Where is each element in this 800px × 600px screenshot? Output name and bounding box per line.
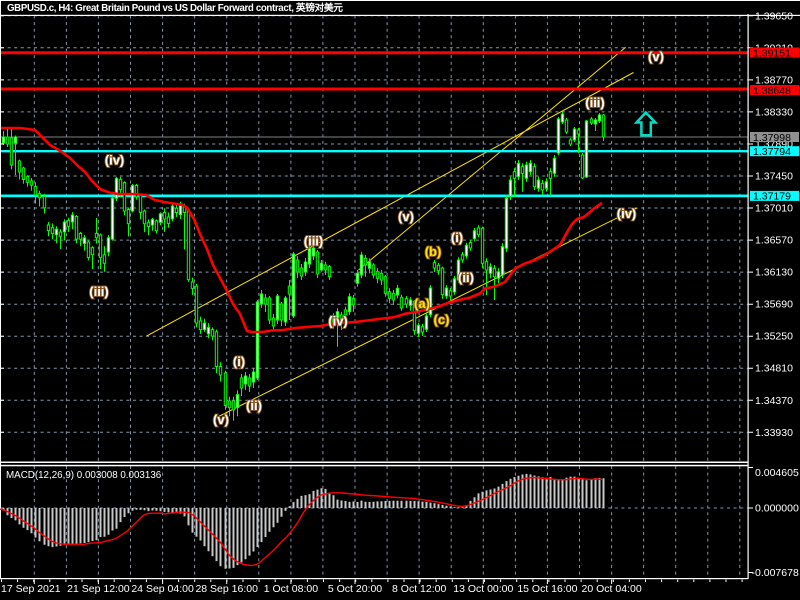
svg-text:1.35690: 1.35690 xyxy=(755,299,793,311)
svg-text:(iii): (iii) xyxy=(585,95,605,110)
svg-text:1.34810: 1.34810 xyxy=(755,363,793,375)
svg-text:1.37794: 1.37794 xyxy=(753,146,791,158)
svg-text:1.37179: 1.37179 xyxy=(753,191,791,203)
svg-text:1.38648: 1.38648 xyxy=(753,85,791,97)
svg-text:1.39650: 1.39650 xyxy=(755,10,793,22)
svg-text:1.38770: 1.38770 xyxy=(755,74,793,86)
svg-text:-0.007678: -0.007678 xyxy=(752,567,799,579)
svg-text:1.38330: 1.38330 xyxy=(755,106,793,118)
svg-text:(i): (i) xyxy=(233,354,245,369)
svg-text:24 Sep 04:00: 24 Sep 04:00 xyxy=(131,583,194,595)
svg-text:28 Sep 16:00: 28 Sep 16:00 xyxy=(195,583,258,595)
svg-text:5 Oct 20:00: 5 Oct 20:00 xyxy=(328,583,382,595)
svg-text:1.39151: 1.39151 xyxy=(753,47,791,59)
svg-text:1 Oct 08:00: 1 Oct 08:00 xyxy=(264,583,318,595)
svg-text:(i): (i) xyxy=(451,230,463,245)
svg-text:1.36570: 1.36570 xyxy=(755,235,793,247)
svg-text:0.000000: 0.000000 xyxy=(755,503,799,515)
svg-text:(v): (v) xyxy=(398,209,414,224)
svg-text:(iii): (iii) xyxy=(89,284,109,299)
svg-text:0.004605: 0.004605 xyxy=(755,467,799,479)
svg-text:(ii): (ii) xyxy=(458,270,474,285)
svg-text:1.35250: 1.35250 xyxy=(755,331,793,343)
svg-text:MACD(12,26,9) 0.003008 0.00313: MACD(12,26,9) 0.003008 0.003136 xyxy=(6,470,162,481)
svg-text:1.37450: 1.37450 xyxy=(755,171,793,183)
svg-text:15 Oct 16:00: 15 Oct 16:00 xyxy=(517,583,577,595)
svg-text:(c): (c) xyxy=(434,312,450,327)
svg-text:1.37998: 1.37998 xyxy=(753,132,791,144)
svg-text:13 Oct 00:00: 13 Oct 00:00 xyxy=(453,583,513,595)
svg-text:(a): (a) xyxy=(414,296,430,311)
svg-text:(iii): (iii) xyxy=(304,234,324,249)
svg-text:1.37010: 1.37010 xyxy=(755,203,793,215)
svg-text:(v): (v) xyxy=(648,49,664,64)
svg-text:1.36130: 1.36130 xyxy=(755,267,793,279)
svg-text:(v): (v) xyxy=(213,412,229,427)
svg-text:(iv): (iv) xyxy=(617,206,637,221)
svg-text:21 Sep 12:00: 21 Sep 12:00 xyxy=(67,583,130,595)
svg-text:(iv): (iv) xyxy=(328,314,348,329)
svg-text:1.33930: 1.33930 xyxy=(755,427,793,439)
svg-text:(ii): (ii) xyxy=(246,398,262,413)
svg-text:(b): (b) xyxy=(425,244,442,259)
svg-text:20 Oct 04:00: 20 Oct 04:00 xyxy=(582,583,642,595)
svg-text:GBPUSD.c, H4: Great Britain P: GBPUSD.c, H4: Great Britain Pound vs US … xyxy=(7,1,343,14)
svg-text:8 Oct 12:00: 8 Oct 12:00 xyxy=(392,583,446,595)
svg-text:17 Sep 2021: 17 Sep 2021 xyxy=(1,583,61,595)
svg-text:(iv): (iv) xyxy=(105,153,125,168)
svg-text:1.34370: 1.34370 xyxy=(755,395,793,407)
